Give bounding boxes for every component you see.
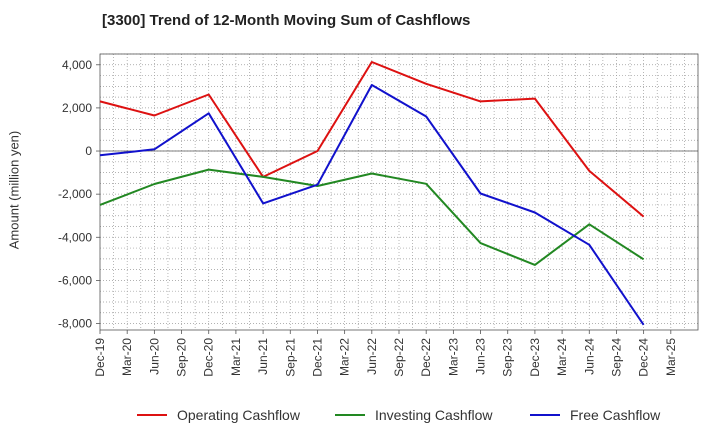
x-tick-label: Dec-21 xyxy=(310,338,324,377)
y-tick-label: -8,000 xyxy=(58,317,92,331)
x-tick-label: Mar-23 xyxy=(446,338,460,376)
legend-swatch-operating xyxy=(137,414,167,416)
y-tick-label: -4,000 xyxy=(58,230,92,244)
y-tick-label: 4,000 xyxy=(62,58,92,72)
x-tick-label: Mar-24 xyxy=(555,338,569,376)
y-tick-label: -2,000 xyxy=(58,187,92,201)
y-tick-label: 0 xyxy=(85,144,92,158)
x-tick-label: Jun-20 xyxy=(147,338,161,375)
chart-title: [3300] Trend of 12-Month Moving Sum of C… xyxy=(102,12,471,29)
x-tick-label: Dec-20 xyxy=(202,338,216,377)
x-tick-label: Jun-24 xyxy=(582,338,596,375)
legend-item-operating: Operating Cashflow xyxy=(137,404,300,426)
x-tick-label: Sep-24 xyxy=(609,338,623,377)
series-line-0 xyxy=(99,61,645,218)
legend-label-operating: Operating Cashflow xyxy=(177,407,300,423)
x-tick-label: Jun-22 xyxy=(365,338,379,375)
x-tick-label: Sep-21 xyxy=(283,338,297,377)
y-axis-ticks: 4,000 2,000 0 -2,000 -4,000 -6,000 -8,000 xyxy=(58,58,100,331)
x-tick-label: Dec-24 xyxy=(637,338,651,377)
x-axis-ticks: Dec-19 Mar-20 Jun-20 Sep-20 Dec-20 Mar-21 Jun-… xyxy=(93,330,678,377)
x-tick-label: Mar-21 xyxy=(229,338,243,376)
x-tick-label: Jun-23 xyxy=(474,338,488,375)
legend-item-free: Free Cashflow xyxy=(530,404,660,426)
legend-label-investing: Investing Cashflow xyxy=(375,407,493,423)
legend-item-investing: Investing Cashflow xyxy=(335,404,493,426)
legend-swatch-investing xyxy=(335,414,365,416)
x-tick-label: Sep-20 xyxy=(175,338,189,377)
series-line-1 xyxy=(99,168,645,266)
legend: Operating Cashflow Investing Cashflow Fr… xyxy=(0,404,720,426)
x-tick-label: Dec-23 xyxy=(528,338,542,377)
x-tick-label: Mar-22 xyxy=(338,338,352,376)
x-tick-label: Dec-22 xyxy=(419,338,433,377)
x-tick-label: Sep-22 xyxy=(392,338,406,377)
series-line-2 xyxy=(99,84,645,326)
x-tick-label: Jun-21 xyxy=(256,338,270,375)
y-tick-label: -6,000 xyxy=(58,273,92,287)
x-tick-label: Mar-25 xyxy=(664,338,678,376)
x-tick-label: Sep-23 xyxy=(501,338,515,377)
legend-swatch-free xyxy=(530,414,560,416)
legend-label-free: Free Cashflow xyxy=(570,407,661,423)
x-tick-label: Dec-19 xyxy=(93,338,107,377)
x-tick-label: Mar-20 xyxy=(120,338,134,376)
series-lines xyxy=(99,61,645,326)
y-tick-label: 2,000 xyxy=(62,101,92,115)
